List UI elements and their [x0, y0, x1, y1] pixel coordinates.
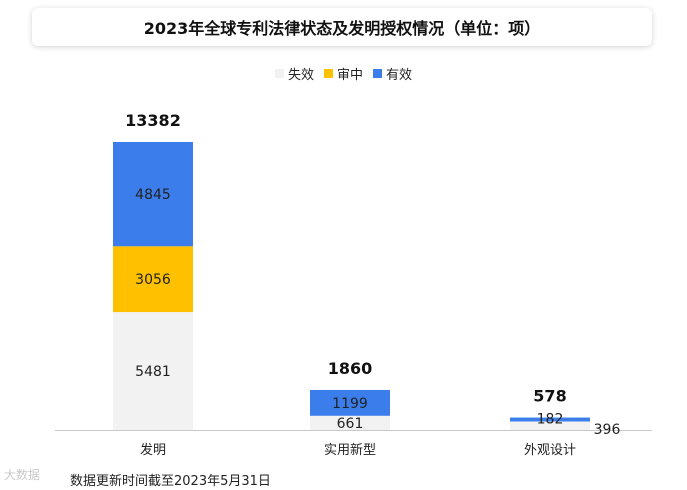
title-card: 2023年全球专利法律状态及发明授权情况（单位：项）: [32, 8, 652, 46]
bar-invention-invalid: [113, 312, 193, 430]
footnote: 数据更新时间截至2023年5月31日: [70, 474, 271, 489]
legend-label-pending: 审中: [336, 68, 363, 83]
chart-title: 2023年全球专利法律状态及发明授权情况（单位：项）: [143, 19, 541, 38]
legend: 失效 审中 有效: [0, 64, 687, 83]
data-label-invention-invalid: 5481: [135, 364, 171, 380]
watermark-logo: 大数据: [4, 468, 41, 482]
data-label-utility-model-valid: 1199: [332, 396, 368, 412]
x-tick-label-utility-model: 实用新型: [324, 442, 376, 458]
bar-utility-model-invalid: [310, 415, 390, 430]
bar-design-valid: [510, 417, 590, 422]
legend-item-invalid: 失效: [274, 64, 314, 83]
total-label-design: 578: [533, 387, 566, 406]
legend-item-valid: 有效: [373, 64, 412, 83]
data-label-design-invalid: 396: [594, 422, 621, 438]
data-label-invention-valid: 4845: [135, 187, 171, 203]
legend-swatch-invalid: [274, 69, 284, 78]
legend-label-valid: 有效: [386, 68, 413, 83]
bar-invention-pending: [113, 246, 193, 313]
bar-invention-valid: [113, 142, 193, 247]
total-label-utility-model: 1860: [328, 359, 373, 378]
x-tick-label-design: 外观设计: [524, 443, 576, 458]
data-label-utility-model-invalid: 661: [337, 416, 364, 432]
legend-swatch-pending: [323, 69, 333, 78]
data-label-design-valid: 182: [537, 411, 564, 427]
bar-design-invalid: [510, 421, 590, 430]
total-label-invention: 13382: [125, 111, 181, 130]
legend-item-pending: 审中: [323, 64, 363, 83]
data-label-invention-pending: 3056: [135, 272, 171, 288]
bar-utility-model-valid: [310, 389, 390, 416]
x-tick-label-invention: 发明: [140, 442, 166, 458]
legend-label-invalid: 失效: [287, 68, 314, 83]
legend-swatch-valid: [373, 69, 382, 78]
